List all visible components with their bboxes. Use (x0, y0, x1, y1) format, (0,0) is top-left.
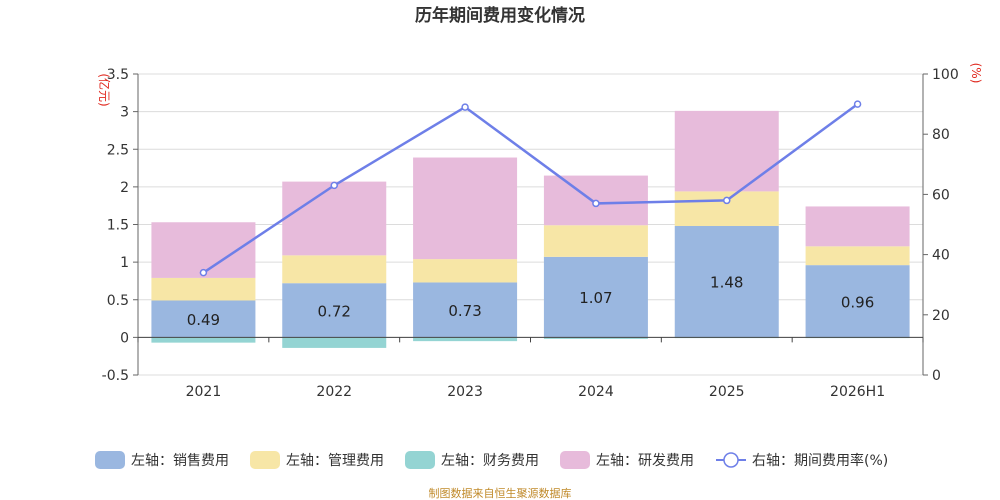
bar-segment (805, 206, 910, 247)
right-axis-unit: (%) (969, 63, 983, 84)
grid-lines (138, 73, 923, 376)
bar-segment (151, 337, 256, 343)
category-label: 2023 (447, 384, 483, 400)
source-note: 制图数据来自恒生聚源数据库 (429, 486, 572, 500)
right-tick-label: 80 (932, 127, 950, 143)
rate-point (592, 199, 600, 208)
bar-segment (674, 226, 779, 338)
bar-segment (413, 259, 518, 283)
category-label: 2021 (186, 384, 222, 400)
right-tick-label: 20 (932, 308, 950, 324)
left-axis-unit: (亿元) (97, 73, 112, 106)
bar-segment (543, 225, 648, 257)
bar-segment (151, 277, 256, 301)
legend-swatch (250, 451, 280, 469)
data-label: 1.07 (579, 289, 612, 307)
rate-point (461, 103, 469, 111)
bar-segment (151, 300, 256, 338)
bar-segment (282, 255, 387, 284)
bar-segment (282, 283, 387, 338)
bar-segment (282, 181, 387, 256)
category-label: 2026H1 (830, 384, 885, 400)
legend-label: 右轴：期间费用率(%) (752, 452, 888, 469)
legend-swatch (560, 451, 590, 469)
left-tick-label: 3 (120, 105, 129, 121)
bar-segment (543, 256, 648, 338)
right-tick-label: 60 (932, 187, 950, 203)
bar-segment (543, 337, 648, 339)
data-label: 0.73 (448, 302, 481, 320)
right-tick-label: 40 (932, 248, 950, 264)
bar-segment (805, 246, 910, 266)
axes: -0.5 0 0.5 1 1.5 2 2.5 3 3.5 0 20 40 60 80 100 2021 2022… (102, 67, 959, 400)
category-label: 2022 (316, 384, 352, 400)
data-label: 1.48 (710, 274, 743, 292)
legend-label: 左轴：管理费用 (286, 453, 384, 469)
bar-segment (282, 337, 387, 348)
legend: 左轴：销售费用 左轴：管理费用 左轴：财务费用 左轴：研发费用 右轴：期间费用率(%) (95, 451, 888, 469)
bar-segment (413, 337, 518, 342)
left-tick-label: 2 (120, 180, 129, 196)
right-tick-label: 0 (932, 368, 941, 384)
rate-point (853, 100, 862, 108)
category-label: 2024 (578, 384, 614, 400)
bar-segment (413, 157, 518, 260)
legend-label: 左轴：销售费用 (131, 453, 229, 469)
data-label-layer: 0.49 0.72 0.73 1.07 1.48 0.96 (187, 274, 875, 329)
legend-swatch (95, 451, 125, 469)
bar-layer (151, 110, 910, 348)
left-tick-label: 0.5 (107, 293, 129, 309)
bar-segment (413, 282, 518, 338)
rate-point (330, 181, 338, 190)
rate-point (199, 268, 208, 277)
left-tick-label: 1 (120, 255, 129, 271)
legend-label: 左轴：研发费用 (596, 453, 694, 469)
chart-title: 历年期间费用变化情况 (415, 5, 585, 26)
left-tick-label: -0.5 (102, 368, 129, 384)
rate-point (723, 196, 731, 205)
rate-line (202, 103, 859, 274)
left-tick-label: 1.5 (107, 218, 129, 234)
rate-line-layer (199, 100, 862, 277)
right-tick-label: 100 (932, 67, 959, 83)
left-tick-label: 0 (120, 330, 129, 346)
data-label: 0.96 (841, 293, 874, 311)
category-label: 2025 (709, 384, 745, 400)
legend-line-marker (723, 452, 739, 468)
bar-segment (805, 265, 910, 338)
left-tick-label: 3.5 (107, 67, 129, 83)
bar-segment (674, 110, 779, 192)
left-tick-label: 2.5 (107, 142, 129, 158)
data-label: 0.72 (318, 302, 351, 320)
bar-segment (674, 191, 779, 227)
legend-label: 左轴：财务费用 (441, 453, 539, 469)
legend-swatch (405, 451, 435, 469)
data-label: 0.49 (187, 311, 220, 329)
